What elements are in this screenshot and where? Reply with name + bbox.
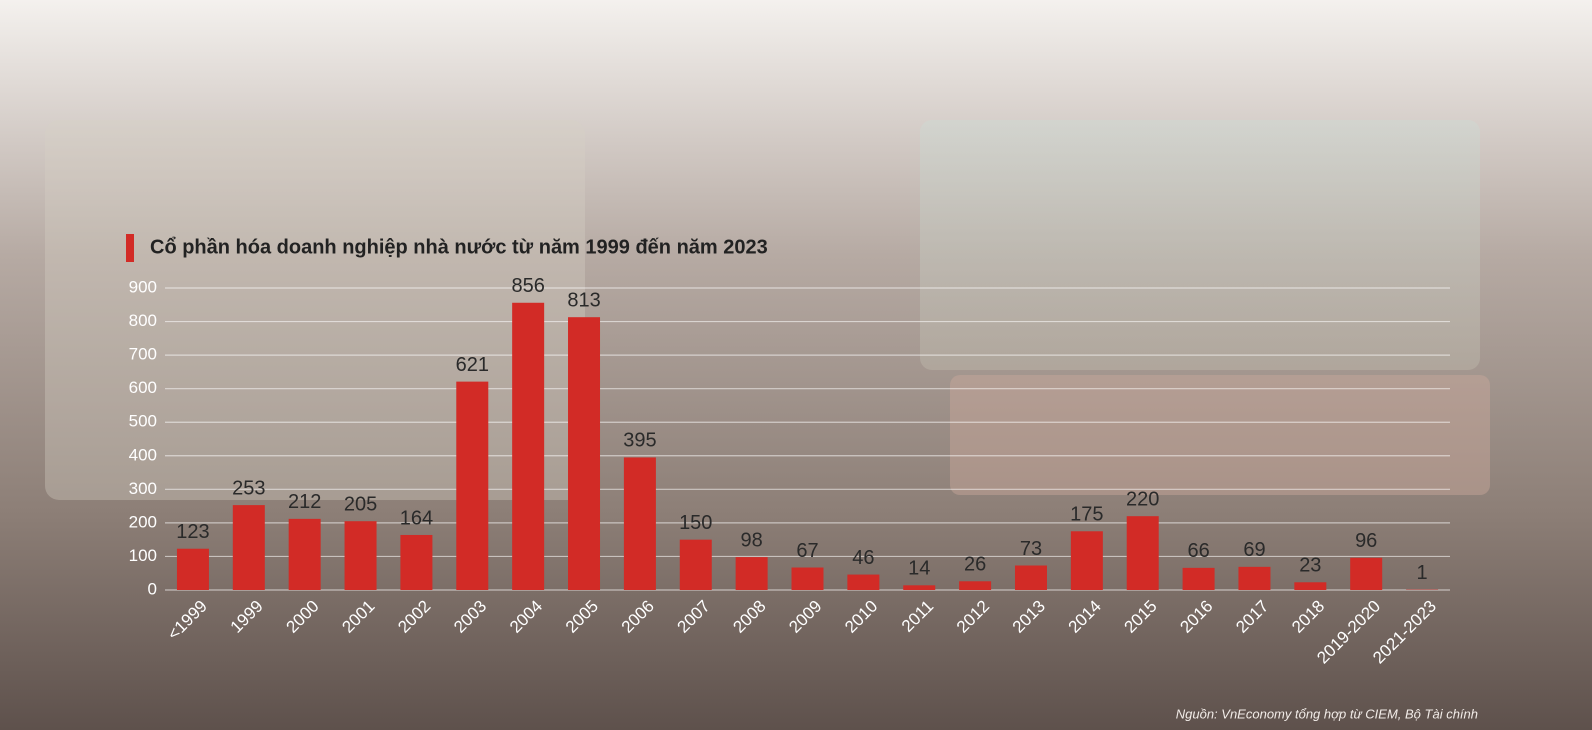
data-label: 96	[1355, 530, 1377, 552]
data-label: 46	[852, 547, 874, 569]
data-label: 23	[1299, 555, 1321, 577]
y-tick-label: 300	[129, 479, 157, 498]
data-label: 220	[1126, 488, 1159, 510]
banknote-stack	[950, 375, 1490, 495]
data-label: 69	[1243, 539, 1265, 561]
data-label: 26	[964, 554, 986, 576]
y-tick-label: 200	[129, 512, 157, 531]
bar	[568, 317, 601, 590]
data-label: 395	[623, 430, 656, 452]
bar	[679, 539, 712, 590]
chart-title: Cổ phần hóa doanh nghiệp nhà nước từ năm…	[150, 236, 768, 258]
y-tick-label: 0	[148, 579, 157, 598]
data-label: 621	[456, 354, 489, 376]
y-tick-label: 700	[129, 345, 157, 364]
y-tick-label: 800	[129, 311, 157, 330]
data-label: 73	[1020, 538, 1042, 560]
bar	[959, 581, 992, 590]
title-marker	[126, 234, 134, 262]
y-tick-label: 100	[129, 546, 157, 565]
bar	[1126, 516, 1159, 590]
bar	[903, 585, 936, 590]
data-label: 164	[400, 507, 433, 529]
y-tick-label: 500	[129, 412, 157, 431]
data-label: 123	[176, 521, 209, 543]
bar	[735, 557, 768, 590]
bar	[288, 518, 321, 590]
data-label: 67	[796, 540, 818, 562]
banknote-stack	[45, 120, 585, 500]
bar	[1182, 567, 1215, 590]
bar	[847, 574, 880, 590]
banknote-stack	[920, 120, 1480, 370]
bar	[512, 302, 545, 590]
bar	[344, 521, 377, 590]
bar	[400, 534, 433, 590]
data-label: 175	[1070, 504, 1103, 526]
data-label: 98	[741, 529, 763, 551]
bar	[456, 381, 489, 590]
data-label: 150	[679, 512, 712, 534]
data-label: 14	[908, 558, 930, 580]
data-label: 212	[288, 491, 321, 513]
bar	[791, 567, 824, 590]
y-tick-label: 600	[129, 378, 157, 397]
bar	[1350, 557, 1383, 590]
bar	[1294, 582, 1327, 590]
bar	[1238, 566, 1271, 590]
data-label: 1	[1417, 562, 1428, 584]
data-label: 856	[511, 275, 544, 297]
data-label: 66	[1187, 540, 1209, 562]
data-label: 205	[344, 493, 377, 515]
data-label: 813	[567, 289, 600, 311]
y-tick-label: 400	[129, 445, 157, 464]
bar	[232, 505, 265, 590]
bar	[1014, 565, 1047, 590]
source-note: Nguồn: VnEconomy tổng hợp từ CIEM, Bộ Tà…	[1176, 706, 1478, 721]
data-label: 253	[232, 477, 265, 499]
y-tick-label: 900	[129, 277, 157, 296]
bar	[176, 548, 209, 590]
bar	[623, 457, 656, 590]
bar	[1070, 531, 1103, 590]
